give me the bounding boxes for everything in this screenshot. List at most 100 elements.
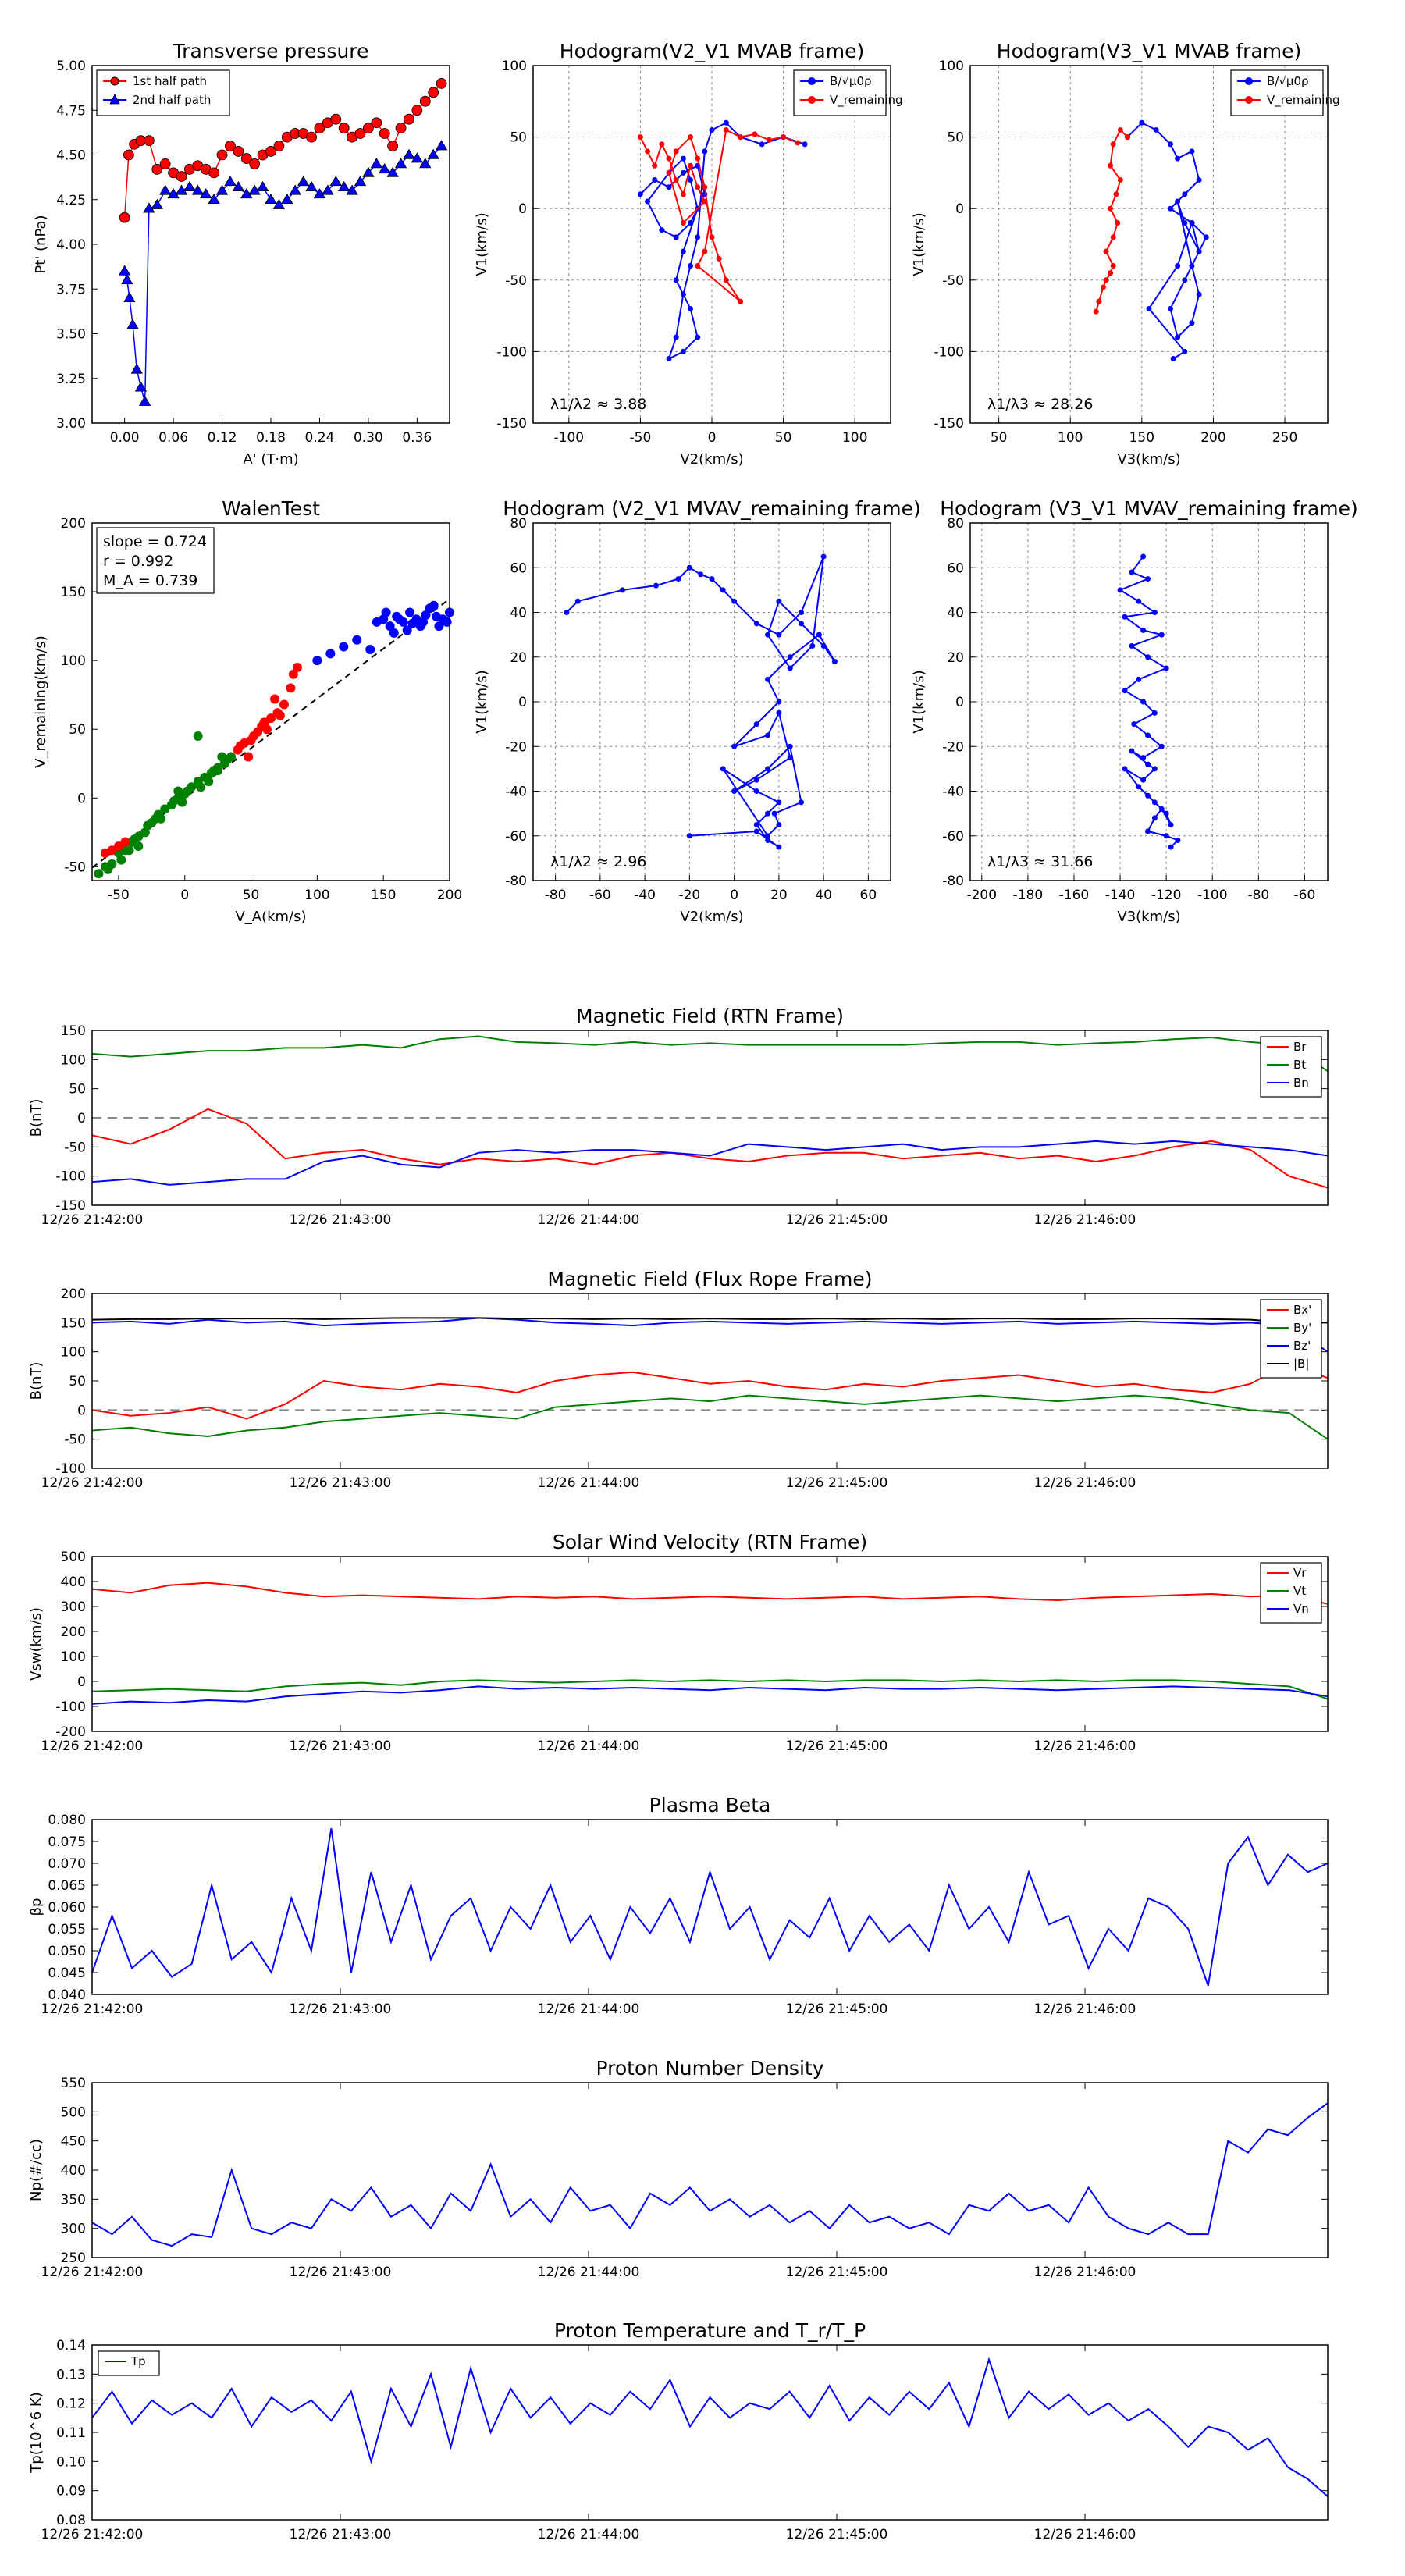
hodo3-point: [686, 833, 692, 839]
hodo1-ytick-label: 0: [518, 201, 527, 217]
hodo4-xtick-label: -180: [1013, 888, 1044, 903]
hodo4-point: [1136, 598, 1142, 604]
hodo2-ytick-label: -150: [934, 416, 964, 432]
hodo1-point: [716, 255, 722, 262]
pt-point: [183, 180, 196, 192]
hodo4-point: [1117, 587, 1123, 593]
hodo3-ytick-label: -40: [505, 785, 527, 800]
vsw-ytick-label: 500: [61, 1550, 86, 1565]
hodo4-title: Hodogram (V3_V1 MVAV_remaining frame): [940, 497, 1358, 520]
np-xtick-label: 12/26 21:44:00: [538, 2265, 640, 2280]
vsw-xtick-label: 12/26 21:44:00: [538, 1738, 640, 1754]
walen-point: [339, 642, 349, 652]
hodo2-frame: [969, 65, 1329, 424]
hodo3-xtick-label: -20: [678, 888, 700, 903]
hodo4-annotation: λ1/λ3 ≈ 31.66: [987, 853, 1093, 870]
vsw-ytick-label: 300: [61, 1599, 86, 1615]
walen-ytick-label: 200: [61, 516, 86, 532]
hodo3-point: [765, 732, 771, 738]
walen-xlabel: V_A(km/s): [235, 909, 306, 925]
hodo4-ytick-label: 80: [947, 516, 964, 532]
vsw-series-Vt: [91, 1679, 1329, 1700]
walen-ylabel: V_remaining(km/s): [33, 635, 49, 768]
pt-point: [371, 117, 382, 129]
hodo3-xtick-label: -60: [589, 888, 611, 903]
bflux-legend-box: [1260, 1299, 1322, 1379]
bflux-ytick-label: 0: [77, 1403, 86, 1418]
walen-point: [352, 635, 362, 645]
hodo1-point: [709, 126, 715, 133]
pt-point: [289, 184, 301, 195]
walen-point: [434, 621, 444, 632]
hodo2-point: [1189, 262, 1195, 269]
pt-point: [200, 188, 212, 199]
beta-xtick-label: 12/26 21:45:00: [786, 2001, 888, 2017]
hodo2-point: [1170, 356, 1176, 362]
pt-point: [248, 184, 261, 195]
hodo3-point: [787, 654, 793, 660]
pt-point: [215, 184, 229, 195]
walen-point: [405, 607, 415, 617]
pt-frame: [91, 65, 450, 424]
hodo1-point: [666, 356, 672, 362]
walen-stats-text: M_A = 0.739: [103, 572, 197, 589]
chart-walen: -50 0 50 100 150 200 -50 0 50 100 150 200 WalenTest V…: [33, 497, 462, 925]
pt-point: [436, 78, 447, 89]
walen-point: [275, 710, 285, 720]
hodo2-point: [1108, 162, 1114, 169]
pt-ytick-label: 3.25: [56, 372, 86, 387]
walen-point: [288, 669, 298, 679]
hodo1-point: [709, 234, 715, 240]
hodo1-ylabel: V1(km/s): [474, 212, 490, 276]
hodo4-ylabel: V1(km/s): [911, 670, 927, 733]
hodo1-point: [723, 277, 729, 283]
hodo3-xtick-label: 0: [730, 888, 738, 903]
walen-point: [365, 645, 375, 655]
hodo1-title: Hodogram(V2_V1 MVAB frame): [560, 40, 864, 62]
hodo3-ytick-label: 80: [510, 516, 527, 532]
hodo4-point: [1140, 755, 1147, 761]
hodo1-xtick-label: 0: [708, 430, 717, 446]
walen-point: [244, 752, 254, 762]
pt-title: Transverse pressure: [173, 40, 369, 62]
hodo2-point: [1203, 234, 1209, 240]
hodo2-point: [1108, 270, 1114, 276]
beta-xtick-label: 12/26 21:46:00: [1034, 2001, 1136, 2017]
hodo4-frame: [969, 522, 1329, 881]
hodo2-point: [1108, 205, 1114, 212]
bfield-legend-label: Bt: [1293, 1058, 1306, 1072]
np-ytick-label: 350: [61, 2192, 86, 2208]
hodo3-point: [787, 665, 793, 671]
walen-ytick-label: 100: [61, 653, 86, 669]
tp-series-Tp: [91, 2357, 1329, 2497]
hodo3-point: [799, 621, 804, 627]
hodo3-point: [753, 721, 759, 728]
hodo3-point: [776, 710, 782, 716]
hodo1-point: [680, 348, 686, 354]
walen-point: [173, 786, 183, 796]
hodo2-point: [1113, 191, 1119, 197]
walen-title: WalenTest: [222, 497, 320, 520]
hodo1-point: [752, 131, 758, 137]
hodo3-point: [720, 766, 726, 772]
bfield-series-Bt: [91, 1035, 1329, 1073]
hodo3-point: [765, 810, 771, 817]
hodo2-legend-box: [1230, 69, 1324, 116]
hodo2-point: [1167, 141, 1173, 148]
hodo1-point: [645, 148, 651, 155]
pt-point: [370, 158, 383, 169]
hodo1-point: [723, 119, 729, 126]
walen-point: [196, 782, 206, 792]
hodo4-point: [1158, 806, 1165, 812]
beta-ytick-label: 0.040: [48, 1987, 86, 2003]
hodo3-point: [765, 833, 771, 839]
bflux-series-|B|: [91, 1317, 1328, 1324]
walen-point: [402, 625, 412, 635]
walen-ytick-label: 50: [69, 722, 86, 738]
pt-point: [265, 193, 277, 205]
pt-point: [404, 113, 414, 125]
bfield-ytick-label: 150: [61, 1023, 86, 1039]
pt-point: [191, 184, 205, 195]
pt-point: [240, 188, 253, 199]
hodo1-point: [666, 155, 672, 162]
